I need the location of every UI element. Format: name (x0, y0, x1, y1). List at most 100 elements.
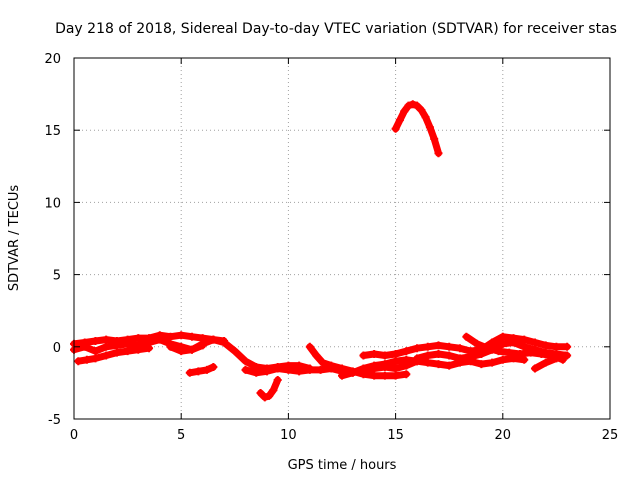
data-point (185, 368, 194, 377)
y-axis-label: SDTVAR / TECUs (7, 185, 22, 292)
x-tick-label: 15 (387, 428, 404, 443)
data-point (102, 342, 111, 351)
data-point (102, 351, 111, 360)
data-point (177, 331, 186, 340)
y-tick-label: -5 (48, 413, 61, 428)
data-point (209, 335, 218, 344)
x-tick-label: 10 (280, 428, 297, 443)
data-point (541, 341, 550, 350)
data-point (112, 341, 121, 350)
chart-title: Day 218 of 2018, Sidereal Day-to-day VTE… (55, 21, 617, 37)
x-tick-label: 20 (495, 428, 512, 443)
data-point (423, 358, 432, 367)
series-track-13 (530, 351, 569, 373)
data-point (473, 339, 482, 348)
data-point (91, 354, 100, 363)
data-series (70, 100, 572, 402)
data-point (295, 367, 304, 376)
data-point (177, 347, 186, 356)
data-point (359, 364, 368, 373)
data-point (402, 355, 411, 364)
data-point (202, 365, 211, 374)
data-point (74, 357, 83, 366)
data-point (445, 351, 454, 360)
data-point (102, 335, 111, 344)
data-point (123, 339, 132, 348)
data-point (273, 364, 282, 373)
data-point (408, 100, 417, 109)
data-point (380, 351, 389, 360)
data-point (187, 345, 196, 354)
data-point (220, 338, 229, 347)
data-point (391, 124, 400, 133)
plot-frame (73, 57, 611, 420)
data-point (391, 364, 400, 373)
data-point (305, 365, 314, 374)
data-point (123, 347, 132, 356)
data-point (338, 371, 346, 380)
data-point (483, 344, 492, 353)
data-point (445, 361, 454, 370)
data-point (434, 360, 443, 369)
data-point (488, 358, 497, 367)
data-point (380, 360, 389, 369)
data-point (434, 341, 443, 350)
data-point (520, 335, 529, 344)
data-point (498, 355, 507, 364)
data-point (80, 342, 89, 351)
data-point (477, 360, 486, 369)
data-point (515, 350, 524, 359)
data-point (318, 358, 327, 367)
series-line (531, 352, 569, 372)
data-point (166, 332, 175, 341)
data-point (316, 365, 325, 374)
data-point (241, 357, 250, 366)
data-point (537, 350, 546, 359)
data-point (241, 365, 250, 374)
data-point (421, 113, 430, 122)
data-point (284, 365, 293, 374)
data-point (560, 351, 569, 360)
data-point (477, 350, 486, 359)
y-tick-label: 0 (53, 341, 61, 356)
data-point (145, 344, 154, 353)
x-tick-label: 5 (177, 428, 185, 443)
data-point (413, 101, 422, 110)
data-point (187, 332, 196, 341)
data-point (494, 347, 503, 356)
data-point (391, 357, 400, 366)
data-point (526, 348, 535, 357)
data-point (370, 371, 379, 380)
data-point (256, 389, 265, 398)
data-point (530, 364, 539, 373)
data-point (498, 339, 507, 348)
y-tick-label: 5 (53, 269, 61, 284)
data-point (445, 342, 454, 351)
data-point (423, 342, 432, 351)
data-point (380, 371, 389, 380)
series-track-7 (256, 376, 282, 402)
data-point (273, 376, 282, 385)
data-point (434, 149, 443, 158)
series-track-14 (391, 100, 443, 158)
data-point (425, 123, 434, 132)
data-point (455, 344, 464, 353)
data-point (260, 393, 269, 402)
data-point (509, 338, 518, 347)
data-point (541, 358, 550, 367)
data-point (338, 364, 346, 373)
series-track-5 (185, 363, 218, 377)
data-point (209, 363, 218, 372)
data-point (530, 338, 539, 347)
y-tick-label: 10 (44, 196, 61, 211)
data-point (265, 391, 274, 400)
data-point (488, 338, 497, 347)
data-point (312, 351, 321, 360)
series-track-12 (462, 332, 567, 364)
data-point (402, 347, 411, 356)
data-point (430, 134, 439, 143)
data-point (305, 342, 314, 351)
data-point (462, 332, 471, 341)
data-point (498, 332, 507, 341)
